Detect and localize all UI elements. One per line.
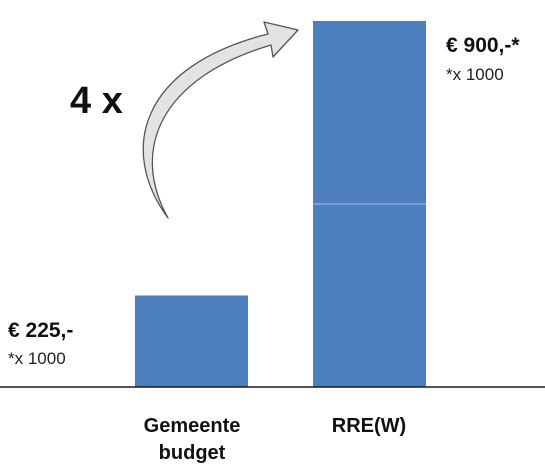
unit-label-gemeente-budget: *x 1000 (8, 349, 66, 368)
multiplier-label: 4 x (70, 80, 123, 122)
category-label-gemeente-line2: budget (159, 442, 226, 464)
unit-label-rre-w: *x 1000 (446, 65, 504, 84)
category-label-rre-w: RRE(W) (332, 415, 406, 437)
value-label-rre-w: € 900,-* (446, 34, 520, 57)
value-label-gemeente-budget: € 225,- (8, 319, 73, 342)
category-label-gemeente-line1: Gemeente (144, 415, 241, 437)
bar-gemeente-budget (135, 295, 248, 387)
curved-arrow-icon (142, 21, 299, 219)
